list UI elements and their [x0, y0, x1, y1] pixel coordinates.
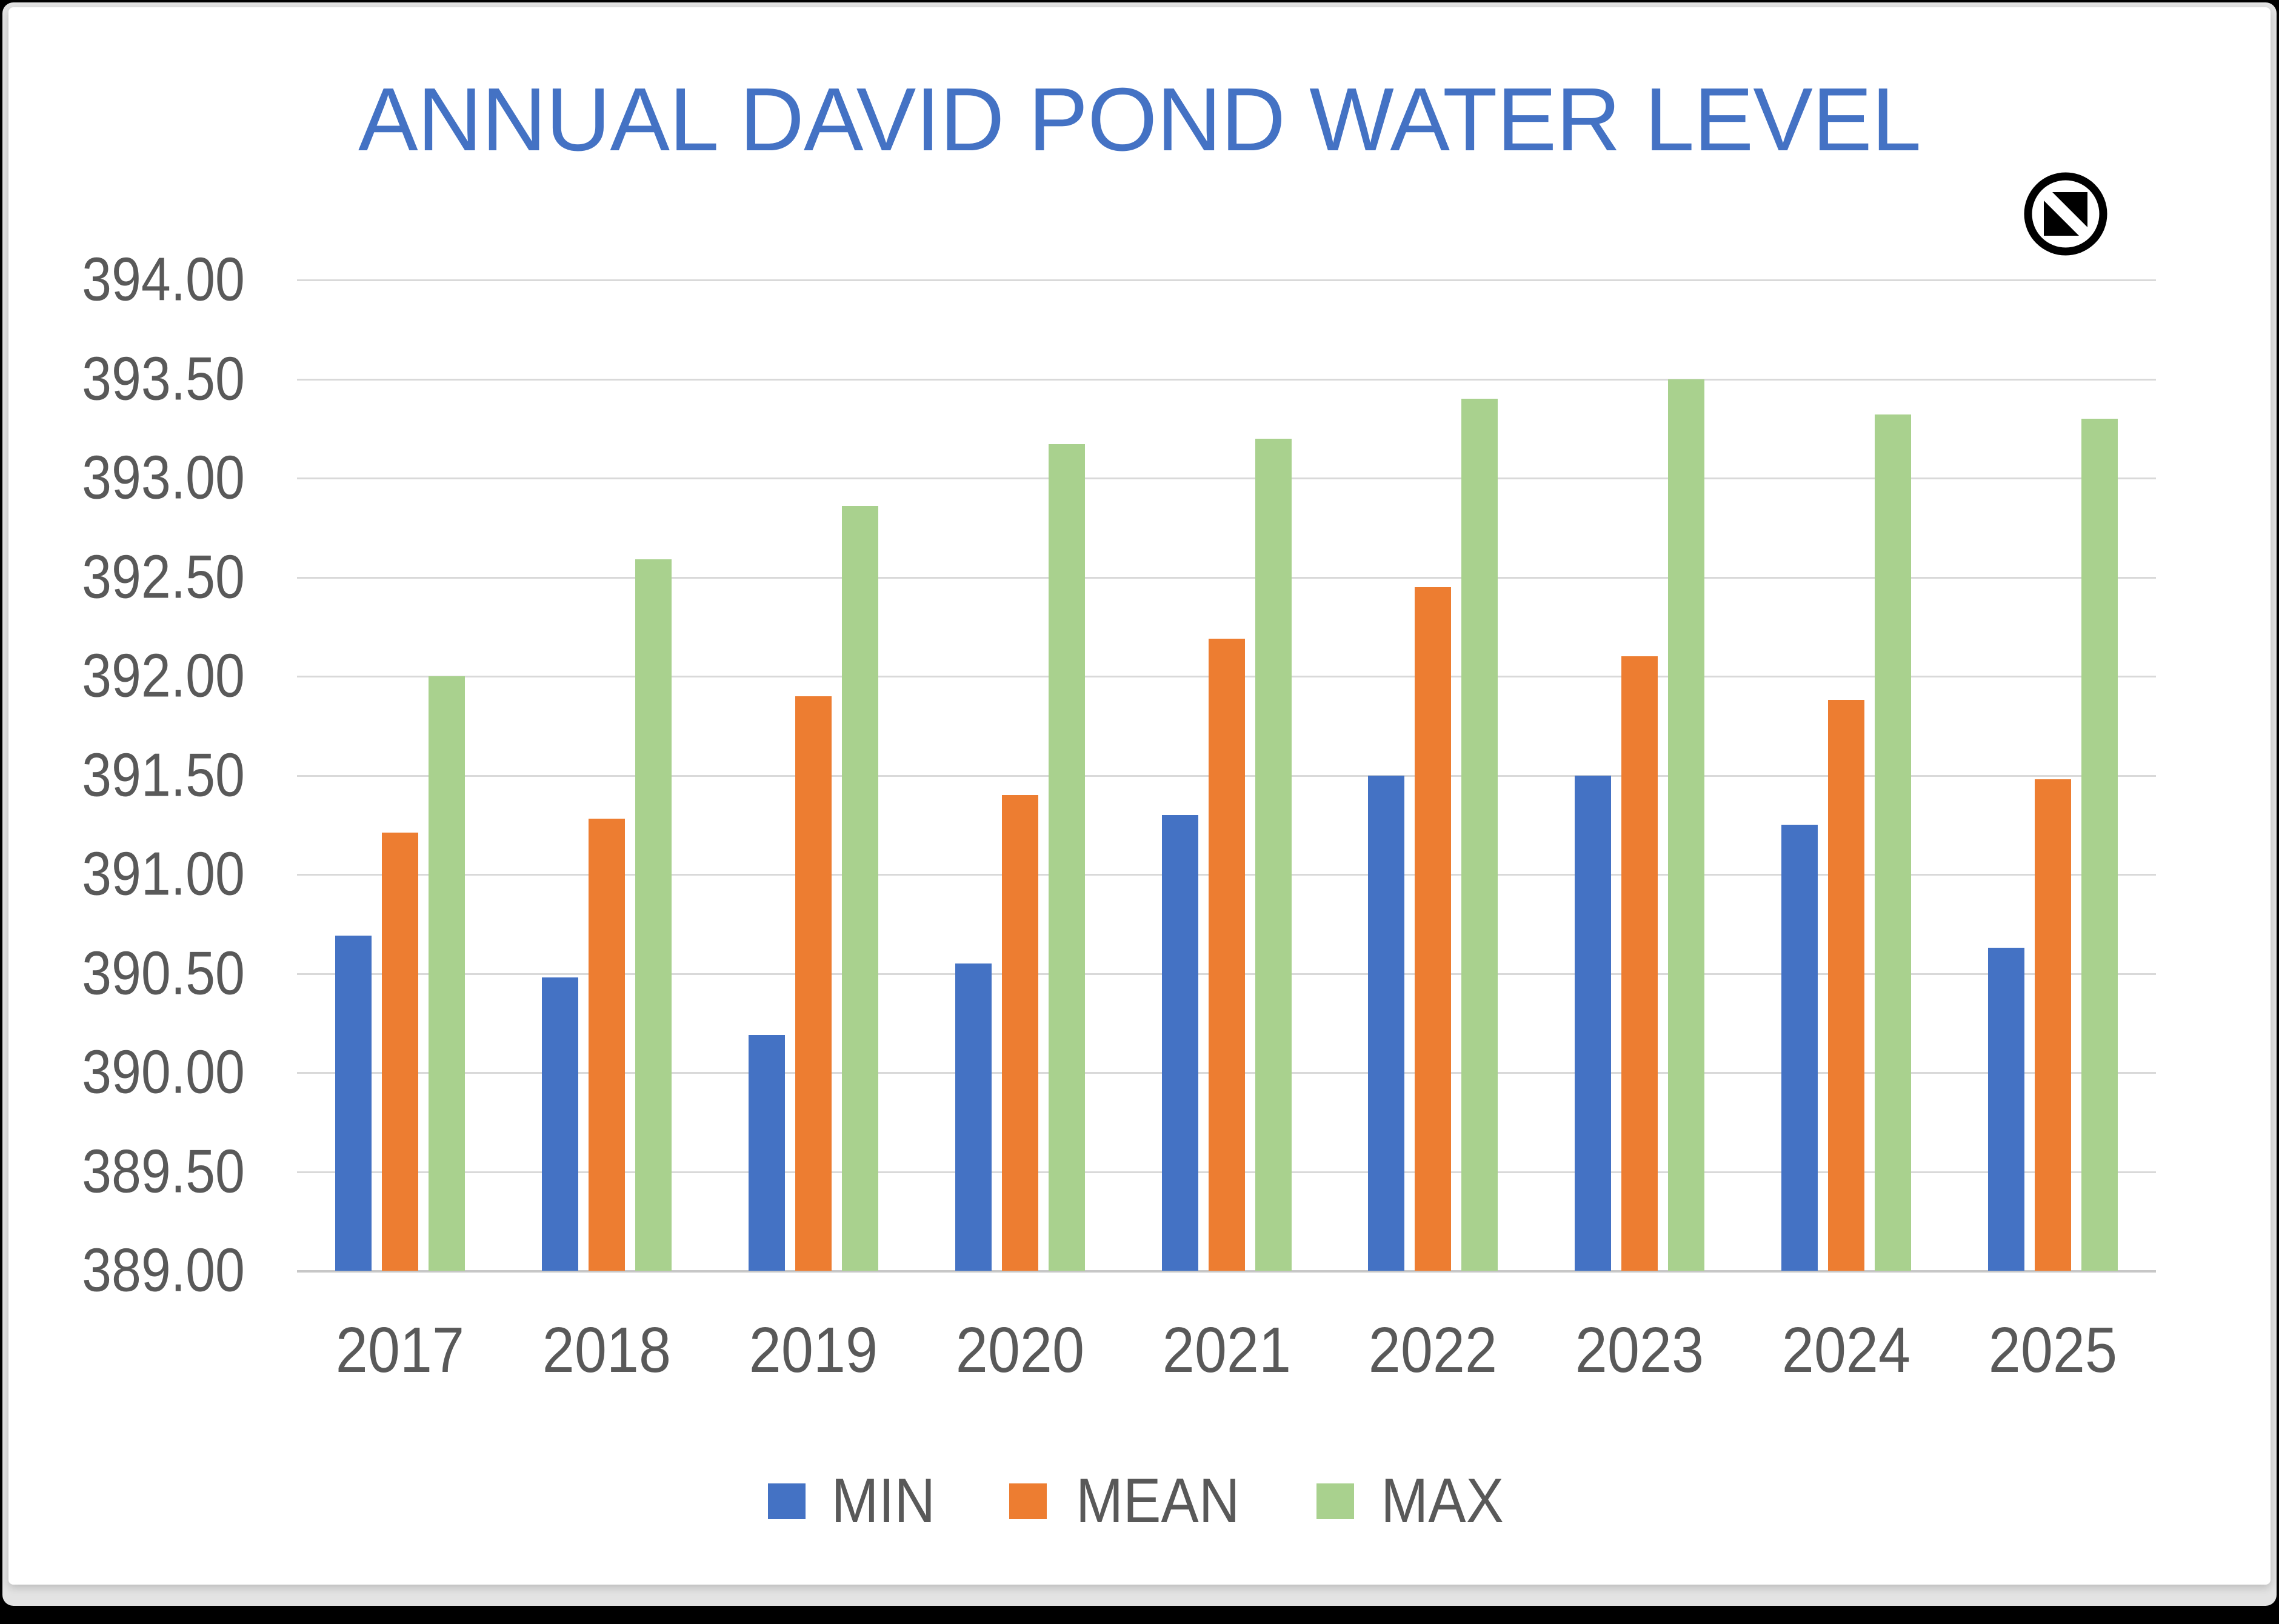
bar-min-2020 [955, 963, 992, 1271]
legend-item-min: MIN [768, 1465, 941, 1537]
bar-group-2022 [1330, 280, 1537, 1271]
gridline [297, 378, 2156, 381]
bar-mean-2022 [1415, 587, 1452, 1271]
x-axis: 2017 2018 2019 2020 2021 2022 2023 2024 2025 [297, 1314, 2156, 1387]
y-axis-tick-label: 390.50 [82, 939, 245, 1007]
y-axis-tick-label: 390.00 [82, 1038, 245, 1107]
bar-max-2019 [841, 505, 878, 1271]
legend-item-mean: MEAN [1009, 1465, 1249, 1537]
legend-swatch-max [1316, 1483, 1355, 1519]
bar-group-2018 [504, 280, 710, 1271]
x-axis-label-text: 2020 [955, 1314, 1084, 1386]
x-axis-line [297, 1270, 2156, 1273]
x-axis-label-2018: 2018 [504, 1314, 710, 1387]
legend-label-min: MIN [831, 1465, 936, 1536]
bar-max-2022 [1461, 399, 1498, 1271]
bar-mean-2018 [589, 819, 626, 1271]
bar-mean-2025 [2034, 779, 2071, 1271]
bar-group-2017 [297, 280, 504, 1271]
y-axis-tick-label: 391.50 [82, 741, 245, 809]
bar-min-2018 [542, 977, 579, 1271]
bar-min-2024 [1781, 825, 1818, 1271]
y-axis: 394.00 393.50 393.00 392.50 392.00 391.50 391.… [0, 246, 245, 1305]
gridline [297, 576, 2156, 579]
bar-group-2024 [1743, 280, 1949, 1271]
y-axis-tick-label: 393.00 [82, 444, 245, 512]
x-axis-label-text: 2018 [542, 1314, 672, 1386]
gridline [297, 279, 2156, 281]
legend-label-mean: MEAN [1075, 1465, 1240, 1536]
y-axis-tick-label: 394.00 [82, 245, 245, 314]
bar-min-2022 [1368, 775, 1405, 1271]
x-axis-label-2025: 2025 [1949, 1314, 2156, 1387]
x-axis-label-2022: 2022 [1330, 1314, 1537, 1387]
x-axis-label-text: 2023 [1575, 1314, 1704, 1386]
x-axis-label-text: 2017 [336, 1314, 465, 1386]
bar-mean-2019 [795, 696, 832, 1271]
bar-group-2021 [1123, 280, 1330, 1271]
bar-mean-2021 [1208, 638, 1245, 1271]
bar-max-2023 [1668, 379, 1705, 1271]
bar-mean-2017 [382, 833, 419, 1271]
bar-min-2021 [1161, 814, 1198, 1271]
legend-swatch-min [768, 1483, 806, 1519]
bar-mean-2020 [1001, 795, 1038, 1271]
bar-mean-2023 [1621, 656, 1658, 1271]
x-axis-label-2023: 2023 [1537, 1314, 1743, 1387]
x-axis-label-text: 2019 [749, 1314, 878, 1386]
bars [297, 280, 2156, 1271]
gridline [297, 478, 2156, 479]
bar-group-2025 [1949, 280, 2156, 1271]
y-axis-tick-label: 393.50 [82, 345, 245, 413]
bar-min-2019 [748, 1034, 785, 1271]
bar-group-2020 [916, 280, 1123, 1271]
x-axis-label-text: 2025 [1988, 1314, 2117, 1386]
y-axis-tick-label: 392.00 [82, 642, 245, 710]
chart-title: ANNUAL DAVID POND WATER LEVEL [358, 70, 1921, 170]
legend-label-max: MAX [1381, 1465, 1504, 1536]
bar-min-2025 [1987, 948, 2024, 1271]
bar-max-2017 [429, 676, 465, 1271]
y-axis-tick-label: 391.00 [82, 840, 245, 908]
y-axis-tick-label: 389.50 [82, 1137, 245, 1205]
y-axis-tick-label: 389.00 [82, 1236, 245, 1305]
x-axis-label-2017: 2017 [297, 1314, 504, 1387]
y-axis-tick-label: 392.50 [82, 543, 245, 611]
bar-max-2020 [1048, 444, 1085, 1271]
x-axis-label-2024: 2024 [1743, 1314, 1949, 1387]
legend: MIN MEAN MAX [0, 1456, 2279, 1546]
x-axis-label-2019: 2019 [710, 1314, 917, 1387]
bar-max-2024 [1874, 414, 1911, 1271]
legend-swatch-mean [1009, 1483, 1047, 1519]
x-axis-label-2020: 2020 [916, 1314, 1123, 1387]
x-axis-label-text: 2021 [1162, 1314, 1291, 1386]
no-symbol-icon [2024, 172, 2107, 256]
bar-mean-2024 [1827, 700, 1864, 1271]
bar-max-2018 [635, 559, 672, 1271]
x-axis-label-text: 2024 [1781, 1314, 1910, 1386]
bar-min-2023 [1575, 775, 1612, 1271]
bar-max-2025 [2081, 418, 2118, 1271]
bar-max-2021 [1255, 438, 1292, 1271]
x-axis-label-2021: 2021 [1123, 1314, 1330, 1387]
plot-area [297, 279, 2156, 1273]
legend-item-max: MAX [1316, 1465, 1510, 1537]
bar-group-2023 [1537, 280, 1743, 1271]
bar-min-2017 [335, 936, 372, 1271]
bar-group-2019 [710, 280, 917, 1271]
x-axis-label-text: 2022 [1369, 1314, 1498, 1386]
